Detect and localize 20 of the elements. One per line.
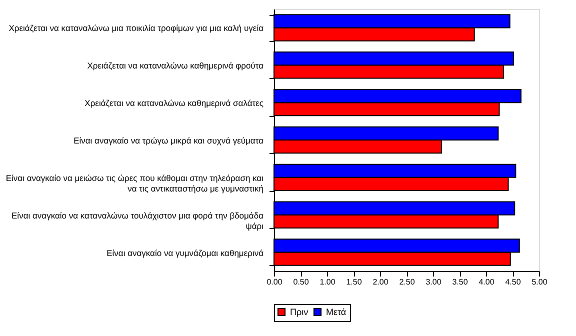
x-tick-label: 2.00 — [372, 278, 389, 286]
x-tick-label: 3.00 — [426, 278, 442, 286]
y-tick-label: Είναι αναγκαίο να τρώγω μικρά και συχνά γεύματα — [74, 136, 264, 146]
x-tick-label: 0.00 — [266, 278, 283, 286]
y-tick-label: Είναι αναγκαίο να γυμνάζομαι καθημερινά — [106, 248, 264, 258]
x-tick-label: 3.50 — [452, 278, 468, 286]
legend-label: Μετά — [326, 306, 346, 317]
x-tick-label: 1.50 — [346, 278, 362, 286]
y-tick-label: Χρειάζεται να καταναλώνω καθημερινά σαλάτες — [84, 98, 264, 108]
x-tick-label: 5.00 — [532, 278, 548, 286]
x-tick-label: 0.50 — [293, 278, 310, 286]
y-tick-label: Χρειάζεται να καταναλώνω μια ποικιλία τροφίμων για μια καλή υγεία — [8, 23, 264, 34]
x-tick-label: 2.50 — [399, 278, 416, 286]
x-tick-label: 4.00 — [478, 278, 495, 286]
x-tick-label: 1.00 — [320, 278, 336, 286]
y-tick-label: Χρειάζεται να καταναλώνω καθημερινά φρούτα — [87, 60, 264, 71]
legend-label: Πριν — [290, 306, 309, 317]
y-tick-label: Είναι αναγκαίο να καταναλώνω τουλάχιστον μια φορά την βδομάδα ψάρι — [12, 210, 264, 231]
y-tick-label: Είναι αναγκαίο να μειώσω τις ώρες που κάθομαι στην τηλεόραση και να τις αντικαταστήσω με γυμναστική — [6, 172, 264, 194]
x-tick-label: 4.50 — [505, 278, 522, 286]
